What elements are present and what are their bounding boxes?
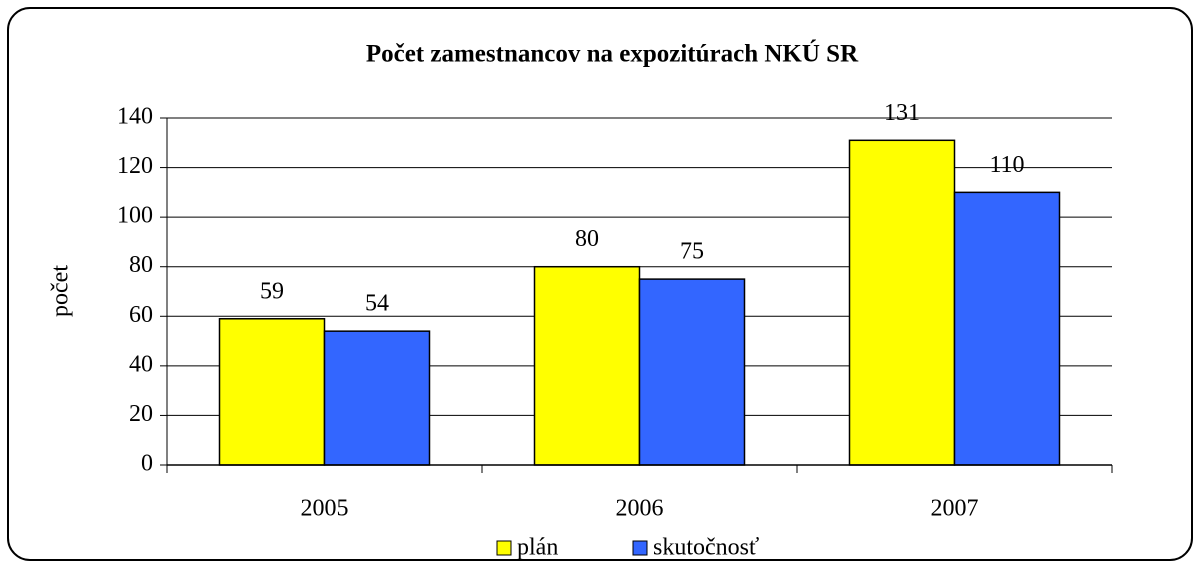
- y-tick-label: 80: [129, 252, 153, 278]
- legend-label: plán: [517, 535, 558, 561]
- y-tick-label: 0: [141, 451, 153, 477]
- x-tick-label: 2005: [301, 496, 349, 522]
- value-label: 131: [884, 100, 920, 126]
- y-tick-label: 140: [117, 104, 153, 130]
- legend-swatch: [632, 540, 648, 556]
- bar: [323, 330, 431, 466]
- legend-label: skutočnosť: [653, 535, 759, 561]
- bar: [218, 318, 326, 466]
- y-axis-label: počet: [48, 265, 74, 317]
- chart-title: Počet zamestnancov na expozitúrach NKÚ S…: [366, 40, 859, 68]
- y-tick-label: 120: [117, 153, 153, 179]
- y-tick-label: 40: [129, 351, 153, 377]
- bar: [638, 278, 746, 466]
- bar: [533, 265, 641, 466]
- y-tick-label: 20: [129, 401, 153, 427]
- y-tick-label: 60: [129, 302, 153, 328]
- x-tick-label: 2007: [931, 496, 979, 522]
- value-label: 80: [575, 226, 599, 252]
- legend-swatch: [496, 540, 512, 556]
- bar: [953, 191, 1061, 466]
- x-tick-label: 2006: [616, 496, 664, 522]
- value-label: 75: [680, 239, 704, 265]
- value-label: 110: [989, 152, 1024, 178]
- bar: [848, 139, 956, 466]
- value-label: 59: [260, 278, 284, 304]
- value-label: 54: [365, 291, 389, 317]
- y-tick-label: 100: [117, 203, 153, 229]
